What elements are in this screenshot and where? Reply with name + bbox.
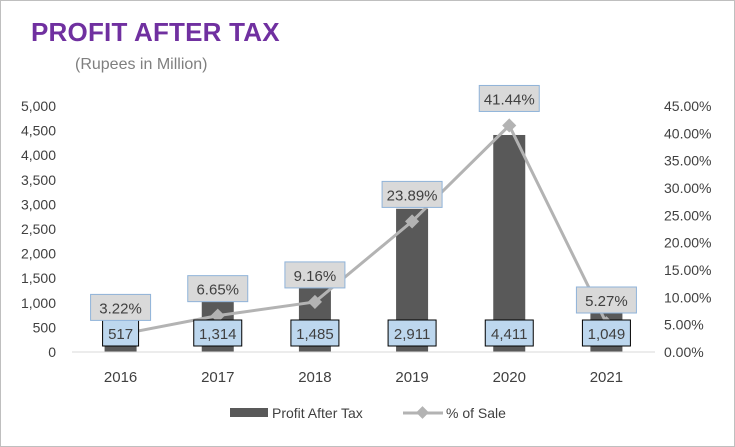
y-left-tick-label: 3,000 (21, 196, 56, 212)
y-left-tick-label: 0 (48, 344, 56, 360)
y-right-tick-label: 30.00% (664, 180, 711, 196)
series-line (120, 123, 608, 336)
x-tick-label: 2016 (104, 369, 137, 386)
y-right-tick-label: 10.00% (664, 289, 711, 305)
legend: Profit After Tax % of Sale (230, 405, 506, 421)
bar-label-box (193, 319, 243, 347)
y-left-tick-label: 2,500 (21, 221, 56, 237)
x-tick-label: 2019 (395, 369, 428, 386)
y-right-tick-label: 45.00% (664, 98, 711, 114)
bar-value-label: 1,049 (588, 326, 626, 343)
y-left-tick-label: 1,000 (21, 295, 56, 311)
pct-value-label: 6.65% (196, 282, 239, 299)
y-right-tick-label: 0.00% (664, 344, 704, 360)
y-right-tick-label: 40.00% (664, 125, 711, 141)
y-right-tick-label: 25.00% (664, 207, 711, 223)
y-right-tick-label: 15.00% (664, 262, 711, 278)
x-axis: 2016 2017 2018 2019 2020 2021 (104, 369, 623, 386)
y-left-tick-label: 1,500 (21, 270, 56, 286)
y-right-tick-label: 20.00% (664, 235, 711, 251)
legend-label: % of Sale (446, 405, 506, 421)
line-point (405, 214, 420, 229)
bar-label-box (290, 319, 340, 347)
bar-label-box (484, 319, 534, 347)
bar-value-label: 4,411 (491, 326, 527, 343)
line-point (210, 308, 225, 323)
legend-swatch-bar (230, 408, 268, 417)
y-left-tick-label: 3,500 (21, 172, 56, 188)
bar-label-box (581, 319, 631, 347)
chart-subtitle: (Rupees in Million) (75, 56, 208, 73)
legend-swatch-marker (416, 406, 429, 419)
bar-value-label: 2,911 (394, 326, 430, 343)
pct-label-box (284, 261, 346, 289)
bar (493, 134, 526, 352)
pct-value-label: 5.27% (585, 293, 628, 310)
pct-labels: 3.22% 6.65% 9.16% 23.89% 41.44% 5.27% (90, 84, 637, 321)
legend-label: Profit After Tax (272, 405, 363, 421)
pct-label-box (187, 275, 249, 303)
x-tick-label: 2020 (493, 369, 526, 386)
pct-label-box (381, 180, 443, 208)
y-left-tick-label: 2,000 (21, 246, 56, 262)
pct-label-box (478, 84, 540, 112)
bar-series (104, 134, 623, 352)
right-axis: 0.00% 5.00% 10.00% 15.00% 20.00% 25.00% 30.00%… (664, 98, 711, 360)
pct-value-label: 41.44% (484, 91, 535, 108)
x-tick-label: 2021 (590, 369, 623, 386)
chart-title: PROFIT AFTER TAX (31, 17, 280, 47)
pct-value-label: 9.16% (294, 268, 337, 285)
y-left-tick-label: 500 (33, 319, 57, 335)
bar-label-box (387, 319, 437, 347)
pct-label-box (90, 293, 152, 321)
x-tick-label: 2017 (201, 369, 234, 386)
x-tick-label: 2018 (298, 369, 331, 386)
y-right-tick-label: 35.00% (664, 153, 711, 169)
pct-value-label: 23.89% (387, 187, 438, 204)
pct-value-label: 3.22% (99, 300, 142, 317)
y-left-tick-label: 5,000 (21, 98, 56, 114)
pct-label-box (575, 286, 637, 314)
y-left-tick-label: 4,000 (21, 147, 56, 163)
line-point (502, 118, 517, 133)
line-series (113, 118, 614, 342)
bar-value-label: 517 (108, 326, 133, 343)
y-right-tick-label: 5.00% (664, 317, 704, 333)
bar-value-label: 1,314 (199, 326, 237, 343)
bar-value-label: 1,485 (296, 326, 334, 343)
y-left-tick-label: 4,500 (21, 123, 56, 139)
line-point (307, 294, 322, 309)
left-axis: 0 500 1,000 1,500 2,000 2,500 3,000 3,500 4,000 4… (21, 98, 56, 360)
